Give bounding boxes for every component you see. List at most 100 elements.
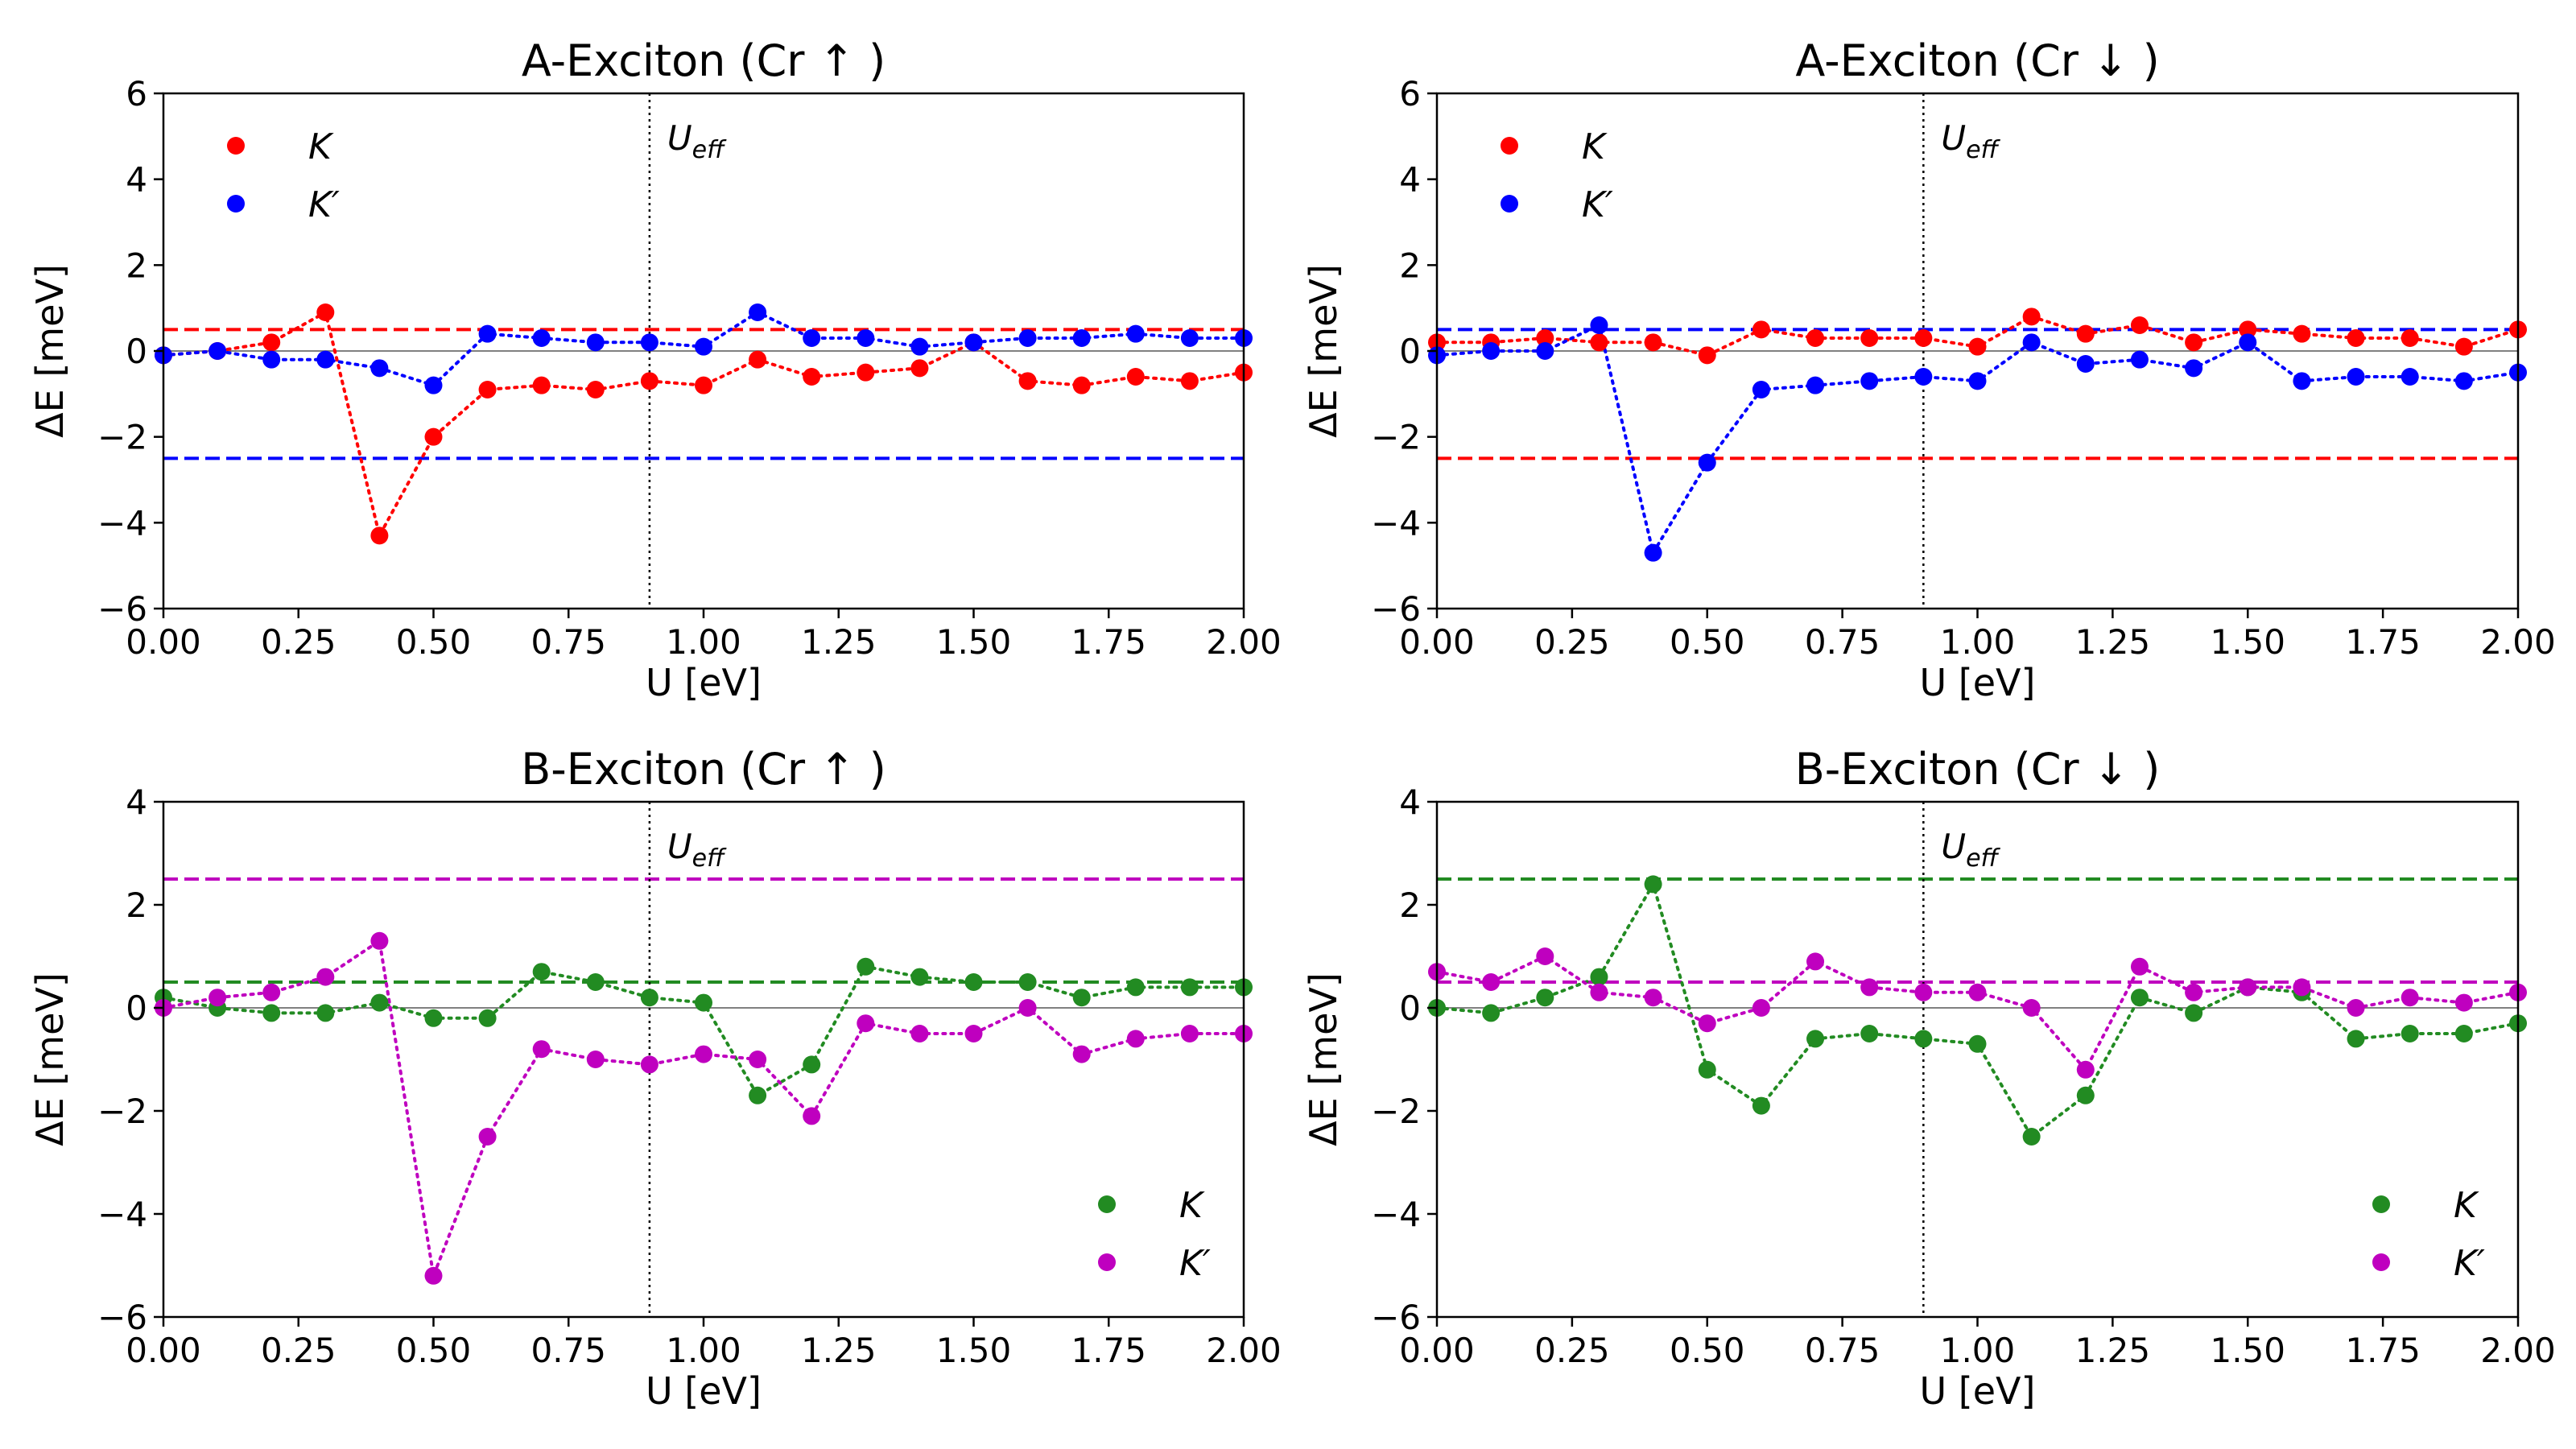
data-point [1698, 453, 1716, 472]
x-axis-label: U [eV] [1920, 661, 2036, 704]
data-point [1644, 543, 1662, 562]
x-tick-label: 0.00 [126, 1331, 201, 1370]
data-point [424, 1009, 443, 1027]
y-tick-label: −6 [97, 1298, 147, 1337]
data-point [749, 350, 767, 369]
x-tick-label: 1.25 [2075, 1331, 2151, 1370]
x-tick-label: 2.00 [2480, 622, 2556, 662]
data-point [262, 333, 281, 352]
data-point [586, 973, 605, 991]
data-point [2293, 372, 2311, 390]
y-tick-label: −4 [1371, 503, 1421, 543]
data-point [586, 381, 605, 398]
data-point [1860, 329, 1879, 347]
x-tick-label: 1.75 [2345, 1331, 2421, 1370]
data-point [2185, 333, 2203, 352]
data-point [370, 526, 389, 545]
x-tick-label: 0.50 [396, 1331, 472, 1370]
y-tick-label: −2 [1371, 418, 1421, 457]
data-point [749, 1086, 767, 1104]
panel-2: A-Exciton (Cr ↓ ) Ueff 0.00 0.25 0.50 0.75 1.0… [1302, 35, 2556, 704]
data-point [532, 376, 551, 394]
y-tick-label: 6 [126, 74, 147, 114]
x-tick-label: 0.50 [396, 622, 472, 662]
data-point [1968, 1034, 1987, 1053]
legend-marker [2372, 1195, 2390, 1213]
x-tick-label: 1.75 [2345, 622, 2421, 662]
data-point [1698, 1060, 1716, 1079]
x-tick-label: 1.25 [801, 1331, 877, 1370]
data-point [1180, 372, 1199, 390]
data-point [803, 1107, 821, 1125]
data-point [1482, 342, 1501, 360]
data-point [262, 983, 281, 1001]
data-point [2293, 324, 2311, 343]
data-point [1806, 1030, 1825, 1048]
x-tick-label: 1.50 [936, 1331, 1012, 1370]
ueff-label: Ueff [667, 118, 727, 164]
data-point [370, 993, 389, 1012]
legend-marker [1098, 1253, 1116, 1271]
legend-marker [1098, 1195, 1116, 1213]
y-tick-label: −4 [97, 1195, 147, 1234]
series-line-2 [1435, 323, 2520, 557]
legend-marker [1501, 137, 1518, 155]
x-tick-label: 0.25 [1534, 622, 1610, 662]
data-point [964, 973, 983, 991]
data-point [2293, 978, 2311, 997]
data-point [2022, 333, 2041, 352]
panel-4: B-Exciton (Cr ↓ ) Ueff 0.00 0.25 0.50 0.75 1.0… [1302, 744, 2556, 1413]
data-point [2185, 1004, 2203, 1022]
data-point [1752, 999, 1770, 1017]
data-point [2076, 324, 2095, 343]
data-point [316, 1004, 335, 1022]
data-point [424, 1266, 443, 1285]
y-axis-label: ΔE [meV] [1302, 972, 1345, 1146]
data-point [803, 368, 821, 386]
data-point [262, 350, 281, 369]
data-point [910, 968, 929, 986]
data-point [2076, 1060, 2095, 1079]
data-point [1072, 329, 1091, 347]
data-point [2454, 337, 2473, 356]
data-point [1752, 1096, 1770, 1115]
x-tick-label: 0.25 [261, 1331, 336, 1370]
data-point [2076, 355, 2095, 373]
data-point [2130, 350, 2149, 369]
data-point [1968, 983, 1987, 1001]
legend-marker [2372, 1253, 2390, 1271]
legend-label: K′ [1582, 184, 1613, 225]
data-point [1126, 324, 1145, 343]
data-point [1590, 333, 1608, 352]
x-tick-label: 0.75 [1805, 1331, 1880, 1370]
x-tick-label: 1.75 [1071, 1331, 1146, 1370]
data-point [1698, 1014, 1716, 1033]
x-tick-label: 2.00 [2480, 1331, 2556, 1370]
data-point [370, 931, 389, 950]
data-point [1860, 1025, 1879, 1042]
legend-label: K′ [2454, 1243, 2485, 1284]
legend-label: K [308, 126, 334, 167]
legend-marker [227, 195, 245, 213]
x-tick-label: 1.00 [666, 622, 741, 662]
data-point [1914, 368, 1933, 386]
ueff-label: Ueff [667, 827, 727, 873]
y-tick-label: −4 [1371, 1195, 1421, 1234]
x-tick-label: 2.00 [1206, 1331, 1282, 1370]
y-tick-label: 2 [1399, 886, 1421, 925]
data-point [1914, 1030, 1933, 1048]
data-point [1860, 372, 1879, 390]
panel-1: A-Exciton (Cr ↑ ) Ueff 0.00 0.25 0.50 0.75 1.0… [28, 35, 1282, 704]
data-point [532, 963, 551, 981]
data-point [640, 372, 658, 390]
x-tick-label: 0.00 [126, 622, 201, 662]
data-point [964, 333, 983, 352]
data-point [1482, 973, 1501, 991]
x-tick-label: 1.50 [2210, 622, 2285, 662]
data-point [1806, 329, 1825, 347]
y-tick-label: 2 [126, 886, 147, 925]
data-point [2454, 993, 2473, 1012]
data-point [1914, 983, 1933, 1001]
data-point [640, 989, 658, 1007]
